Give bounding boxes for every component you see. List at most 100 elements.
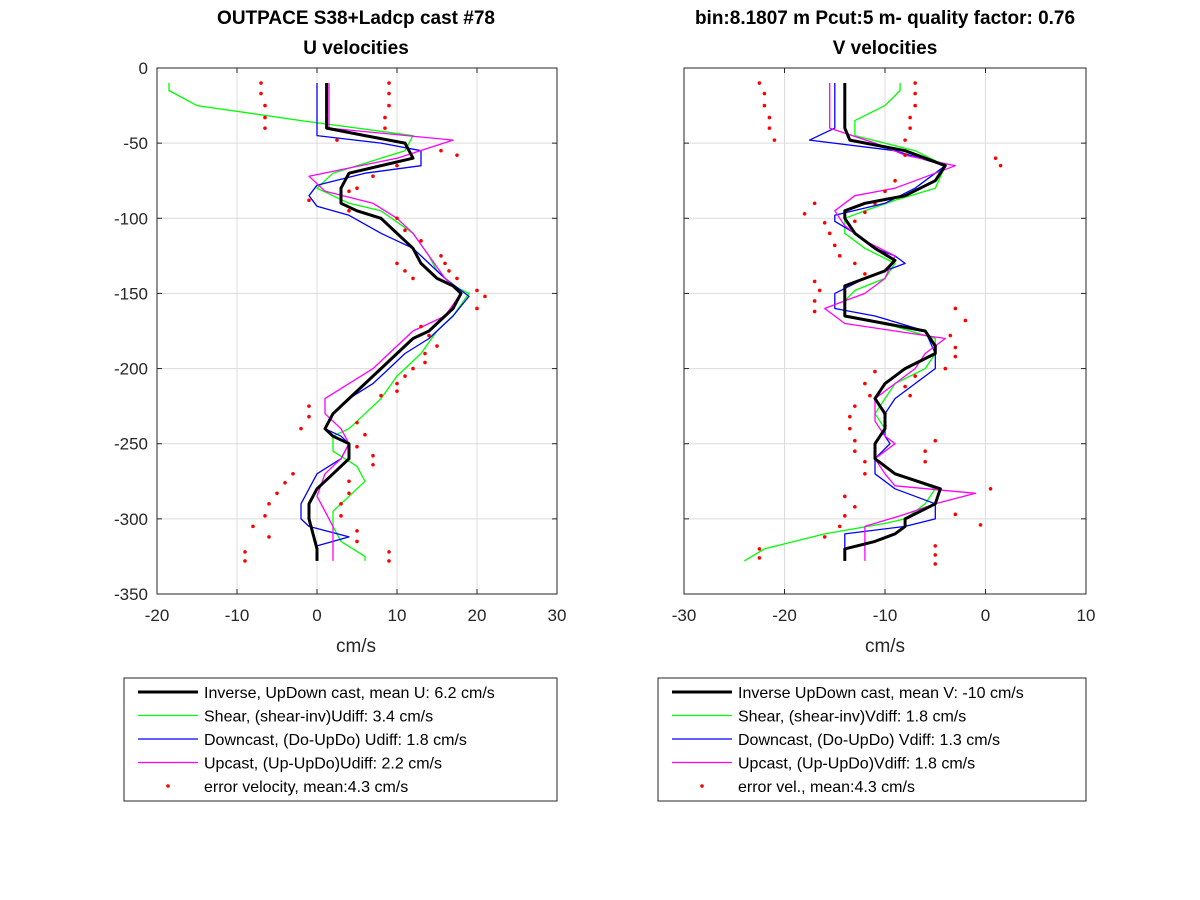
u-error-velocity-point — [475, 306, 479, 311]
u-error-velocity-point — [291, 471, 295, 476]
v-error-velocity-point — [933, 438, 938, 443]
v-error-velocity-point — [762, 103, 767, 108]
u-error-velocity-point — [403, 269, 407, 273]
v-error-velocity-point — [953, 345, 958, 350]
v-error-velocity-point — [963, 318, 968, 323]
u-error-velocity-point — [427, 333, 431, 338]
u-error-velocity-point — [443, 261, 447, 266]
u-error-velocity-point — [371, 174, 375, 179]
v-error-velocity-point — [943, 366, 948, 371]
v-x-tick-label: 0 — [981, 606, 990, 625]
v-error-velocity-point — [812, 299, 817, 303]
v-error-velocity-point — [868, 393, 872, 398]
v-error-velocity-point — [762, 91, 767, 96]
u-error-velocity-point — [275, 491, 279, 496]
v-error-velocity-point — [993, 156, 998, 160]
v-error-velocity-point — [822, 535, 827, 539]
v-error-velocity-point — [827, 231, 832, 236]
v-series-line-0 — [843, 83, 947, 561]
u-error-velocity-point — [355, 529, 359, 533]
u-error-velocity-point — [251, 524, 255, 529]
u-x-axis-label: cm/s — [336, 636, 376, 657]
v-error-velocity-point — [832, 243, 837, 248]
v-error-velocity-point — [822, 220, 827, 225]
v-error-velocity-point — [767, 115, 772, 120]
v-error-velocity-point — [953, 306, 958, 311]
v-error-velocity-point — [853, 404, 857, 408]
v-error-velocity-point — [908, 115, 912, 120]
v-error-velocity-point — [913, 91, 917, 96]
u-error-velocity-point — [387, 103, 391, 108]
u-error-velocity-point — [395, 163, 399, 168]
u-error-velocity-point — [383, 115, 387, 120]
u-error-velocity-point — [395, 389, 399, 393]
v-legend-label: error vel., mean:4.3 cm/s — [738, 779, 915, 796]
u-error-velocity-point — [263, 103, 267, 108]
u-error-velocity-point — [299, 426, 303, 431]
u-series-line-2 — [300, 83, 470, 561]
v-error-velocity-point — [893, 178, 897, 183]
v-error-velocity-point — [863, 381, 867, 386]
u-error-velocity-point — [419, 324, 423, 329]
u-panel-title: OUTPACE S38+Ladcp cast #78 — [217, 8, 495, 29]
v-error-velocity-point — [953, 354, 958, 359]
v-error-velocity-point — [757, 81, 762, 85]
u-legend-label: error velocity, mean:4.3 cm/s — [204, 779, 408, 796]
u-error-velocity-point — [355, 420, 359, 425]
v-legend-label: Shear, (shear-inv)Vdiff: 1.8 cm/s — [738, 709, 966, 726]
u-error-velocity-point — [455, 153, 459, 157]
u-error-velocity-point — [307, 198, 311, 203]
u-error-velocity-point — [339, 502, 343, 506]
v-error-velocity-point — [908, 126, 912, 130]
v-legend-label: Inverse UpDown cast, mean V: -10 cm/s — [738, 685, 1024, 702]
u-error-velocity-point — [411, 276, 415, 281]
v-error-velocity-point — [853, 449, 857, 454]
v-legend: Inverse UpDown cast, mean V: -10 cm/s She… — [657, 677, 1087, 802]
v-error-velocity-point — [853, 438, 857, 443]
v-legend-label: Upcast, (Up-UpDo)Vdiff: 1.8 cm/s — [738, 756, 975, 773]
u-error-velocity-point — [439, 254, 443, 258]
u-y-tick-label: -200 — [114, 360, 148, 379]
v-error-velocity-point — [913, 81, 917, 85]
u-error-velocity-point — [307, 404, 311, 408]
v-error-velocity-point — [863, 272, 867, 276]
u-grid — [156, 67, 558, 595]
u-y-tick-label: -50 — [123, 134, 148, 153]
v-error-velocity-point — [802, 211, 807, 216]
v-legend-swatch — [700, 784, 704, 788]
u-error-velocity-point — [423, 360, 427, 365]
u-error-velocity-point — [371, 453, 375, 458]
u-error-velocity-point — [283, 480, 287, 485]
u-axes-frame — [156, 67, 558, 595]
u-error-velocity-point — [243, 550, 247, 554]
v-error-velocity-point — [903, 384, 907, 389]
u-error-velocity-point — [347, 208, 351, 213]
u-error-velocity-point — [455, 276, 459, 281]
u-error-velocity-point — [335, 138, 339, 142]
v-x-tick-label: -10 — [873, 606, 898, 625]
u-error-velocity-point — [307, 414, 311, 419]
u-error-velocity-point — [243, 559, 247, 563]
u-error-velocity-point — [355, 186, 359, 191]
v-error-velocity-point — [817, 288, 822, 293]
v-panel-title: bin:8.1807 m Pcut:5 m- quality factor: 0… — [695, 8, 1075, 29]
u-legend-label: Shear, (shear-inv)Udiff: 3.4 cm/s — [204, 709, 433, 726]
u-y-tick-label: -300 — [114, 510, 148, 529]
u-error-velocity-point — [423, 351, 427, 356]
u-velocity-panel: OUTPACE S38+Ladcp cast #78 U velocities … — [114, 8, 566, 802]
v-series-line-3 — [824, 83, 977, 561]
u-x-tick-label: -20 — [145, 606, 170, 625]
u-error-velocity-point — [267, 535, 271, 539]
u-error-velocity-point — [363, 432, 367, 437]
v-error-velocity-point — [853, 505, 857, 509]
u-error-velocity-point — [347, 491, 351, 496]
v-error-velocity-point — [923, 459, 927, 464]
u-error-velocity-point — [263, 514, 267, 518]
u-legend-label: Downcast, (Do-UpDo) Udiff: 1.8 cm/s — [204, 732, 467, 749]
u-ticks: -20 -10 0 10 20 300-50-100-150-200-250-300-35… — [114, 59, 566, 625]
u-error-velocity-point — [447, 269, 451, 273]
u-error-velocity-point — [347, 189, 351, 194]
v-error-velocity-point — [933, 544, 938, 548]
v-x-axis-label: cm/s — [865, 636, 905, 657]
v-error-velocity-point — [923, 449, 927, 454]
